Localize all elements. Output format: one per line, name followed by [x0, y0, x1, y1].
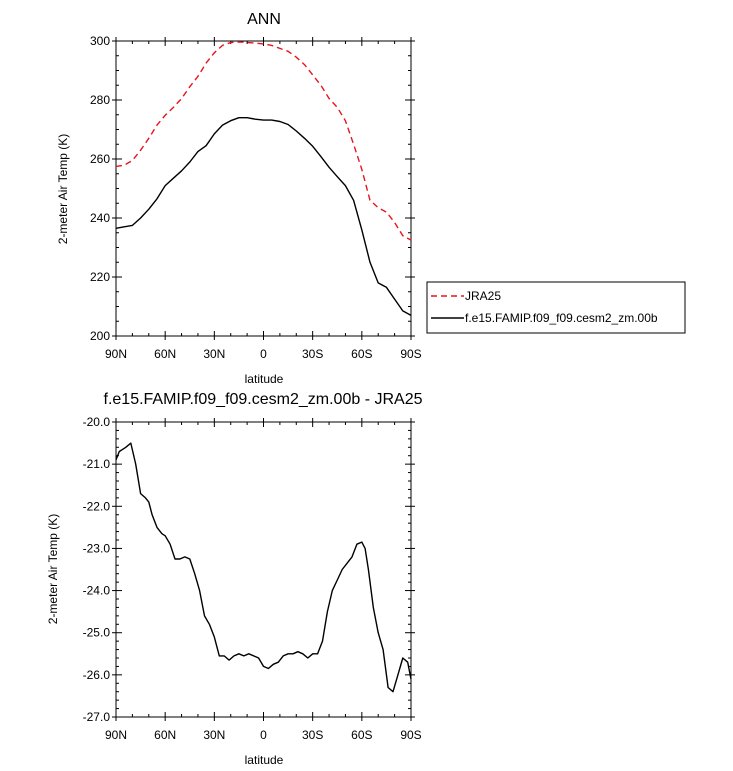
top-x-axis-label: latitude: [245, 372, 284, 386]
top-y-tick-label: 300: [90, 34, 110, 48]
top-y-axis-label: 2-meter Air Temp (K): [56, 134, 70, 244]
top-x-tick-label: 30N: [203, 347, 225, 361]
bottom-chart-title: f.e15.FAMIP.f09_f09.cesm2_zm.00b - JRA25: [104, 391, 423, 408]
bottom-x-tick-label: 0: [260, 728, 267, 742]
top-x-tick-label: 90N: [105, 347, 127, 361]
legend: JRA25 f.e15.FAMIP.f09_f09.cesm2_zm.00b: [426, 281, 686, 334]
bottom-y-tick-label: -26.0: [83, 668, 111, 682]
bottom-y-axis-label: 2-meter Air Temp (K): [46, 514, 60, 624]
bottom-panel: f.e15.FAMIP.f09_f09.cesm2_zm.00b - JRA25…: [46, 391, 423, 767]
legend-label-cesm2: f.e15.FAMIP.f09_f09.cesm2_zm.00b: [465, 311, 658, 325]
bottom-x-tick-label: 90S: [400, 728, 421, 742]
bottom-x-tick-label: 30S: [302, 728, 323, 742]
bottom-y-tick-label: -24.0: [83, 584, 111, 598]
bottom-x-tick-label: 90N: [105, 728, 127, 742]
top-panel: ANN 90N 60N 30N 0 30S 60S 90S 200 220 240 260 280 3…: [56, 11, 422, 386]
bottom-y-tick-label: -27.0: [83, 710, 111, 724]
bottom-y-tick-label: -22.0: [83, 499, 111, 513]
top-y-tick-label: 200: [90, 329, 110, 343]
top-y-tick-label: 280: [90, 93, 110, 107]
top-x-tick-label: 0: [260, 347, 267, 361]
top-y-tick-label: 260: [90, 152, 110, 166]
bottom-x-tick-label: 60N: [154, 728, 176, 742]
bottom-y-tick-label: -23.0: [83, 541, 111, 555]
bottom-series-group: [115, 442, 412, 693]
top-series-line-f-e15-famip-f09-f09-cesm2-zm-00b: [115, 116, 412, 317]
bottom-y-tick-label: -25.0: [83, 626, 111, 640]
bottom-series-line-difference: [115, 442, 412, 693]
top-x-tick-label: 60N: [154, 347, 176, 361]
top-y-axis: 200 220 240 260 280 300: [90, 34, 415, 343]
bottom-x-tick-label: 30N: [203, 728, 225, 742]
legend-box: [426, 281, 686, 334]
bottom-y-tick-label: -20.0: [83, 415, 111, 429]
top-x-axis: 90N 60N 30N 0 30S 60S 90S: [105, 37, 422, 361]
bottom-y-axis: -27.0 -26.0 -25.0 -24.0 -23.0 -22.0 -21.0 -20.0: [83, 415, 415, 724]
top-x-tick-label: 30S: [302, 347, 323, 361]
legend-label-jra25: JRA25: [465, 289, 501, 303]
top-x-tick-label: 90S: [400, 347, 421, 361]
bottom-x-tick-label: 60S: [351, 728, 372, 742]
top-x-tick-label: 60S: [351, 347, 372, 361]
top-y-tick-label: 220: [90, 270, 110, 284]
top-chart-title: ANN: [247, 11, 281, 28]
bottom-y-tick-label: -21.0: [83, 457, 111, 471]
top-series-line-jra25: [115, 41, 412, 241]
bottom-plot-frame: [115, 421, 412, 718]
bottom-x-axis-label: latitude: [245, 753, 284, 767]
top-series-group: [115, 41, 412, 317]
bottom-x-axis: 90N 60N 30N 0 30S 60S 90S: [105, 418, 422, 742]
top-y-tick-label: 240: [90, 211, 110, 225]
